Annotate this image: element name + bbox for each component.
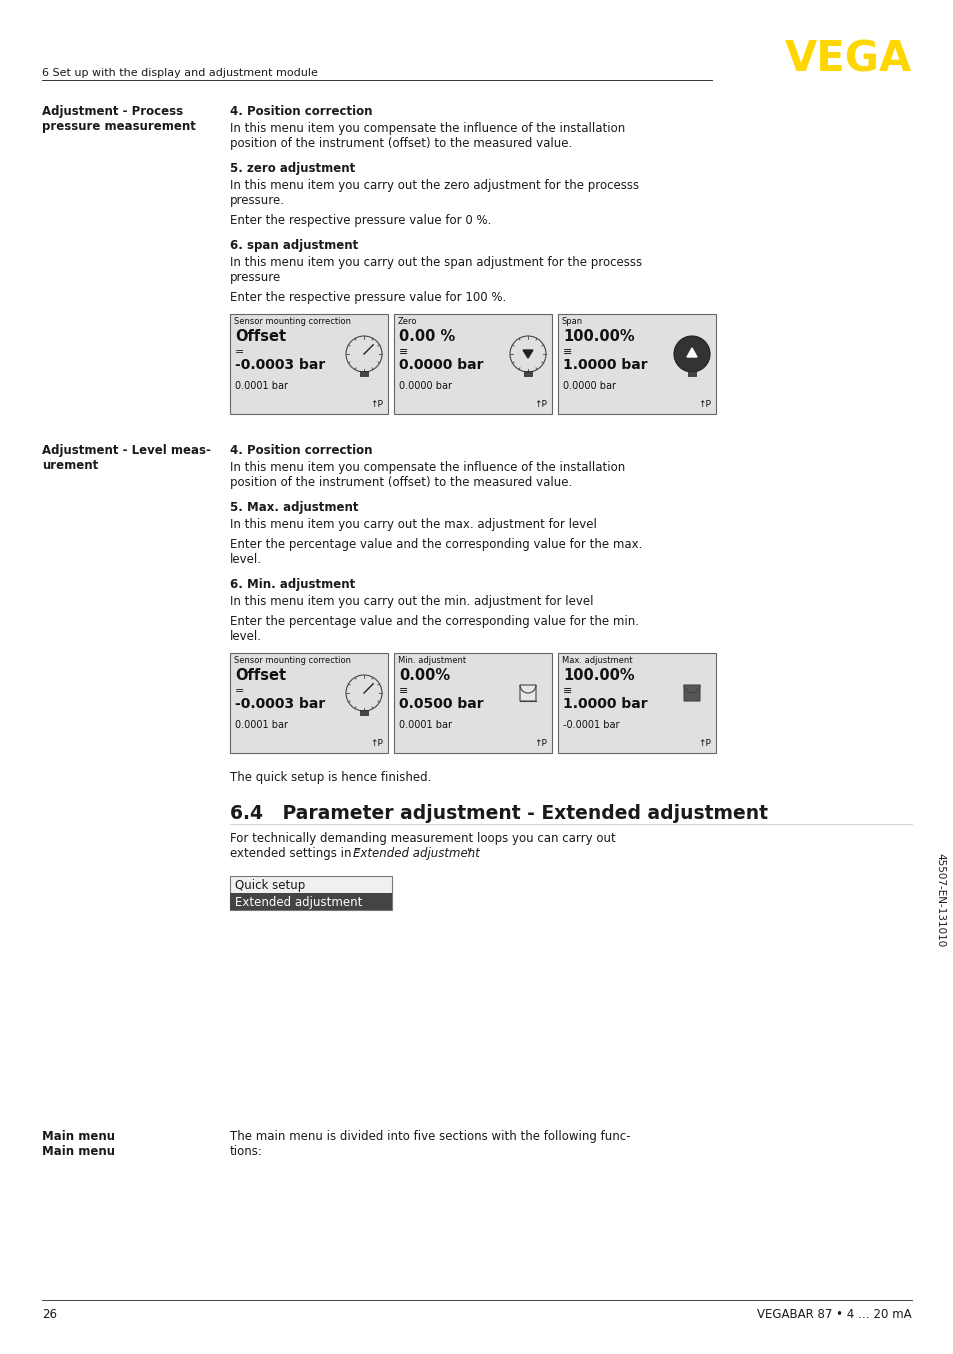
Text: Adjustment - Process: Adjustment - Process [42, 106, 183, 118]
Polygon shape [686, 348, 697, 357]
Bar [359, 371, 368, 376]
Text: Offset: Offset [234, 668, 286, 682]
Text: Adjustment - Level meas-: Adjustment - Level meas- [42, 444, 211, 458]
Bar [394, 653, 552, 753]
Text: 5. Max. adjustment: 5. Max. adjustment [230, 501, 358, 515]
Text: 6 Set up with the display and adjustment module: 6 Set up with the display and adjustment… [42, 68, 317, 79]
Text: Max. adjustment: Max. adjustment [561, 655, 632, 665]
Text: VEGA: VEGA [784, 38, 911, 80]
Bar [558, 314, 716, 414]
Text: position of the instrument (offset) to the measured value.: position of the instrument (offset) to t… [230, 477, 572, 489]
Text: Enter the percentage value and the corresponding value for the max.: Enter the percentage value and the corre… [230, 538, 641, 551]
Text: pressure: pressure [230, 271, 281, 284]
Text: Enter the respective pressure value for 0 %.: Enter the respective pressure value for … [230, 214, 491, 227]
Text: -0.0003 bar: -0.0003 bar [234, 357, 325, 372]
Text: -0.0003 bar: -0.0003 bar [234, 697, 325, 711]
Circle shape [673, 336, 709, 372]
Text: Enter the respective pressure value for 100 %.: Enter the respective pressure value for … [230, 291, 506, 305]
Text: tions:: tions: [230, 1145, 263, 1158]
Text: ≡: ≡ [398, 686, 408, 696]
Text: 4. Position correction: 4. Position correction [230, 444, 372, 458]
Text: Span: Span [561, 317, 582, 326]
Text: In this menu item you carry out the span adjustment for the processs: In this menu item you carry out the span… [230, 256, 641, 269]
Text: 0.00%: 0.00% [398, 668, 450, 682]
Bar [394, 314, 552, 414]
Text: =: = [234, 686, 244, 696]
Text: pressure measurement: pressure measurement [42, 121, 195, 133]
Text: In this menu item you carry out the zero adjustment for the processs: In this menu item you carry out the zero… [230, 179, 639, 192]
Text: 45507-EN-131010: 45507-EN-131010 [934, 853, 944, 948]
Text: In this menu item you compensate the influence of the installation: In this menu item you compensate the inf… [230, 460, 624, 474]
Text: Offset: Offset [234, 329, 286, 344]
Text: 6. Min. adjustment: 6. Min. adjustment [230, 578, 355, 590]
Text: 26: 26 [42, 1308, 57, 1322]
Text: Min. adjustment: Min. adjustment [397, 655, 466, 665]
Text: =: = [234, 347, 244, 357]
Text: 4. Position correction: 4. Position correction [230, 106, 372, 118]
Text: 100.00%: 100.00% [562, 668, 634, 682]
Text: 1.0000 bar: 1.0000 bar [562, 697, 647, 711]
Text: 5. zero adjustment: 5. zero adjustment [230, 162, 355, 175]
Text: position of the instrument (offset) to the measured value.: position of the instrument (offset) to t… [230, 137, 572, 150]
Text: pressure.: pressure. [230, 194, 285, 207]
Text: urement: urement [42, 459, 98, 473]
Text: ≡: ≡ [562, 686, 572, 696]
Text: extended settings in ": extended settings in " [230, 848, 360, 860]
Text: ↑P: ↑P [698, 739, 710, 747]
Text: level.: level. [230, 630, 262, 643]
Text: 100.00%: 100.00% [562, 329, 634, 344]
Text: 0.0001 bar: 0.0001 bar [234, 380, 288, 391]
Bar [359, 709, 368, 715]
Text: ".: ". [467, 848, 476, 860]
Text: level.: level. [230, 552, 262, 566]
Text: Extended adjustment: Extended adjustment [234, 896, 362, 909]
Text: 0.0001 bar: 0.0001 bar [398, 720, 452, 730]
Text: -0.0001 bar: -0.0001 bar [562, 720, 618, 730]
Text: In this menu item you carry out the max. adjustment for level: In this menu item you carry out the max.… [230, 519, 597, 531]
Text: ≡: ≡ [562, 347, 572, 357]
Text: Zero: Zero [397, 317, 417, 326]
Text: 0.0000 bar: 0.0000 bar [398, 380, 452, 391]
Bar [230, 653, 388, 753]
Text: VEGABAR 87 • 4 … 20 mA: VEGABAR 87 • 4 … 20 mA [757, 1308, 911, 1322]
FancyBboxPatch shape [683, 685, 700, 701]
Text: ↑P: ↑P [534, 399, 546, 409]
Polygon shape [522, 349, 533, 357]
Text: 1.0000 bar: 1.0000 bar [562, 357, 647, 372]
Bar [230, 314, 388, 414]
Bar [523, 371, 532, 376]
Bar [230, 876, 392, 910]
FancyBboxPatch shape [519, 685, 536, 701]
Text: Sensor mounting correction: Sensor mounting correction [233, 655, 351, 665]
Text: Sensor mounting correction: Sensor mounting correction [233, 317, 351, 326]
Text: ↑P: ↑P [370, 399, 382, 409]
Text: ≡: ≡ [398, 347, 408, 357]
Text: 0.0500 bar: 0.0500 bar [398, 697, 483, 711]
Bar [230, 894, 392, 910]
Bar [558, 653, 716, 753]
Text: 0.0001 bar: 0.0001 bar [234, 720, 288, 730]
Text: Main menu: Main menu [42, 1145, 115, 1158]
Text: Extended adjustment: Extended adjustment [353, 848, 479, 860]
Text: 0.0000 bar: 0.0000 bar [562, 380, 616, 391]
Text: ↑P: ↑P [534, 739, 546, 747]
Text: 6.4   Parameter adjustment - Extended adjustment: 6.4 Parameter adjustment - Extended adju… [230, 804, 767, 823]
Bar [687, 371, 696, 376]
Text: ↑P: ↑P [370, 739, 382, 747]
Text: The quick setup is hence finished.: The quick setup is hence finished. [230, 770, 431, 784]
Text: Main menu: Main menu [42, 1131, 115, 1143]
Text: 0.0000 bar: 0.0000 bar [398, 357, 483, 372]
Text: 6. span adjustment: 6. span adjustment [230, 240, 358, 252]
Text: The main menu is divided into five sections with the following func-: The main menu is divided into five secti… [230, 1131, 630, 1143]
Text: 0.00 %: 0.00 % [398, 329, 455, 344]
Text: In this menu item you carry out the min. adjustment for level: In this menu item you carry out the min.… [230, 594, 593, 608]
Text: For technically demanding measurement loops you can carry out: For technically demanding measurement lo… [230, 831, 615, 845]
Text: Enter the percentage value and the corresponding value for the min.: Enter the percentage value and the corre… [230, 615, 639, 628]
Text: In this menu item you compensate the influence of the installation: In this menu item you compensate the inf… [230, 122, 624, 135]
Text: Quick setup: Quick setup [234, 879, 305, 892]
Text: ↑P: ↑P [698, 399, 710, 409]
